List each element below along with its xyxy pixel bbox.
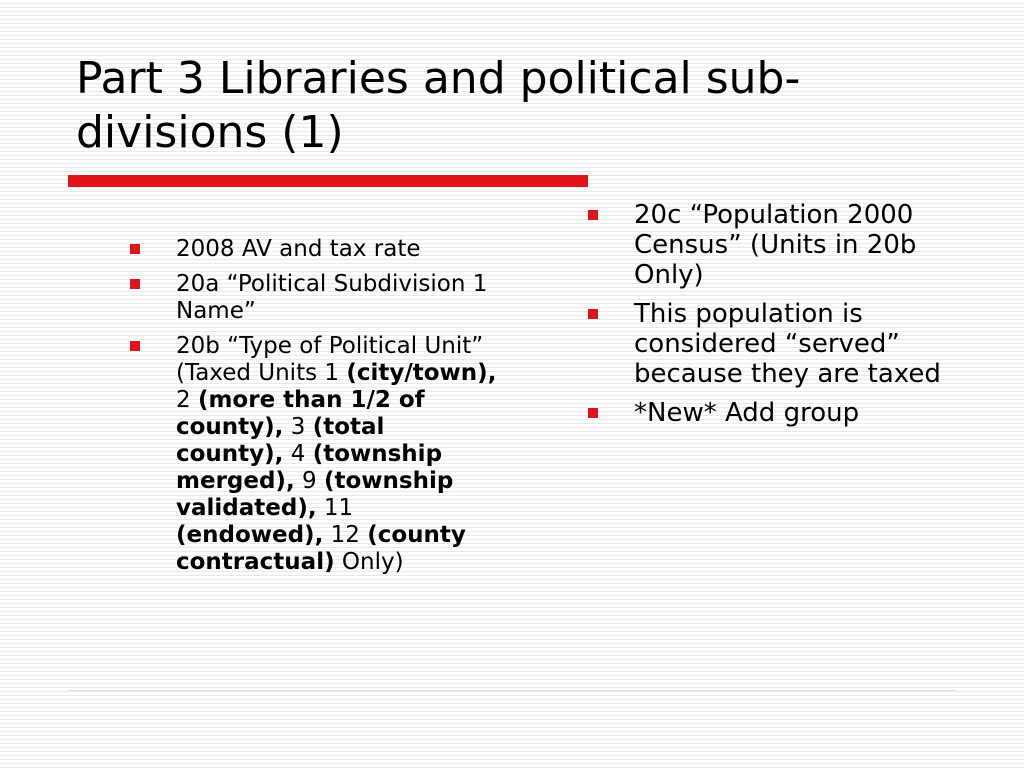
right-bullet-list: 20c “Population 2000 Census” (Units in 2… [586,200,961,437]
unit-type-endowed: (endowed), [176,522,324,548]
red-square-bullet-icon [130,341,140,351]
bullet-text: 20c “Population 2000 Census” (Units in 2… [634,200,917,290]
red-square-bullet-icon [588,309,598,319]
red-square-bullet-icon [130,244,140,254]
unit-type-township-validated: (township validated), [176,468,454,521]
right-bullet-add-group: *New* Add group [586,398,961,428]
red-square-bullet-icon [588,408,598,418]
unit-type-township-merged: (township merged), [176,441,443,494]
left-bullet-political-unit-type: 20b “Type of Political Unit” (Taxed Unit… [128,333,498,576]
title-accent-bar [68,175,588,187]
slide-title: Part 3 Libraries and political sub-divis… [76,53,801,158]
unit-code-9: 9 [294,468,324,494]
unit-code-2: 2 [176,387,198,413]
unit-code-3: 3 [283,414,313,440]
red-square-bullet-icon [588,210,598,220]
unit-code-4: 4 [283,441,313,467]
left-bullet-list: 2008 AV and tax rate 20a “Political Subd… [128,236,498,584]
red-square-bullet-icon [130,279,140,289]
unit-code-11: 11 [316,495,354,521]
unit-type-more-than-half-county: (more than 1/2 of county), [176,387,425,440]
bullet-text: *New* Add group [634,398,860,428]
unit-type-tail: Only) [334,549,404,575]
left-bullet-political-subdivision-name: 20a “Political Subdivision 1 Name” [128,271,498,325]
footer-divider-line [68,690,956,691]
left-bullet-av-tax-rate: 2008 AV and tax rate [128,236,498,263]
unit-code-12: 12 [323,522,368,548]
bullet-text: 2008 AV and tax rate [176,236,421,262]
bullet-text: 20a “Political Subdivision 1 Name” [176,271,488,324]
right-bullet-population-census: 20c “Population 2000 Census” (Units in 2… [586,200,961,290]
right-bullet-population-served: This population is considered “served” b… [586,299,961,389]
unit-type-county-contractual: (county contractual) [176,522,466,575]
unit-type-lead: 20b “Type of Political Unit” (Taxed Unit… [176,333,484,386]
bullet-text: This population is considered “served” b… [634,299,941,389]
unit-type-city-town: (city/town), [346,360,497,386]
unit-type-total-county: (total county), [176,414,385,467]
